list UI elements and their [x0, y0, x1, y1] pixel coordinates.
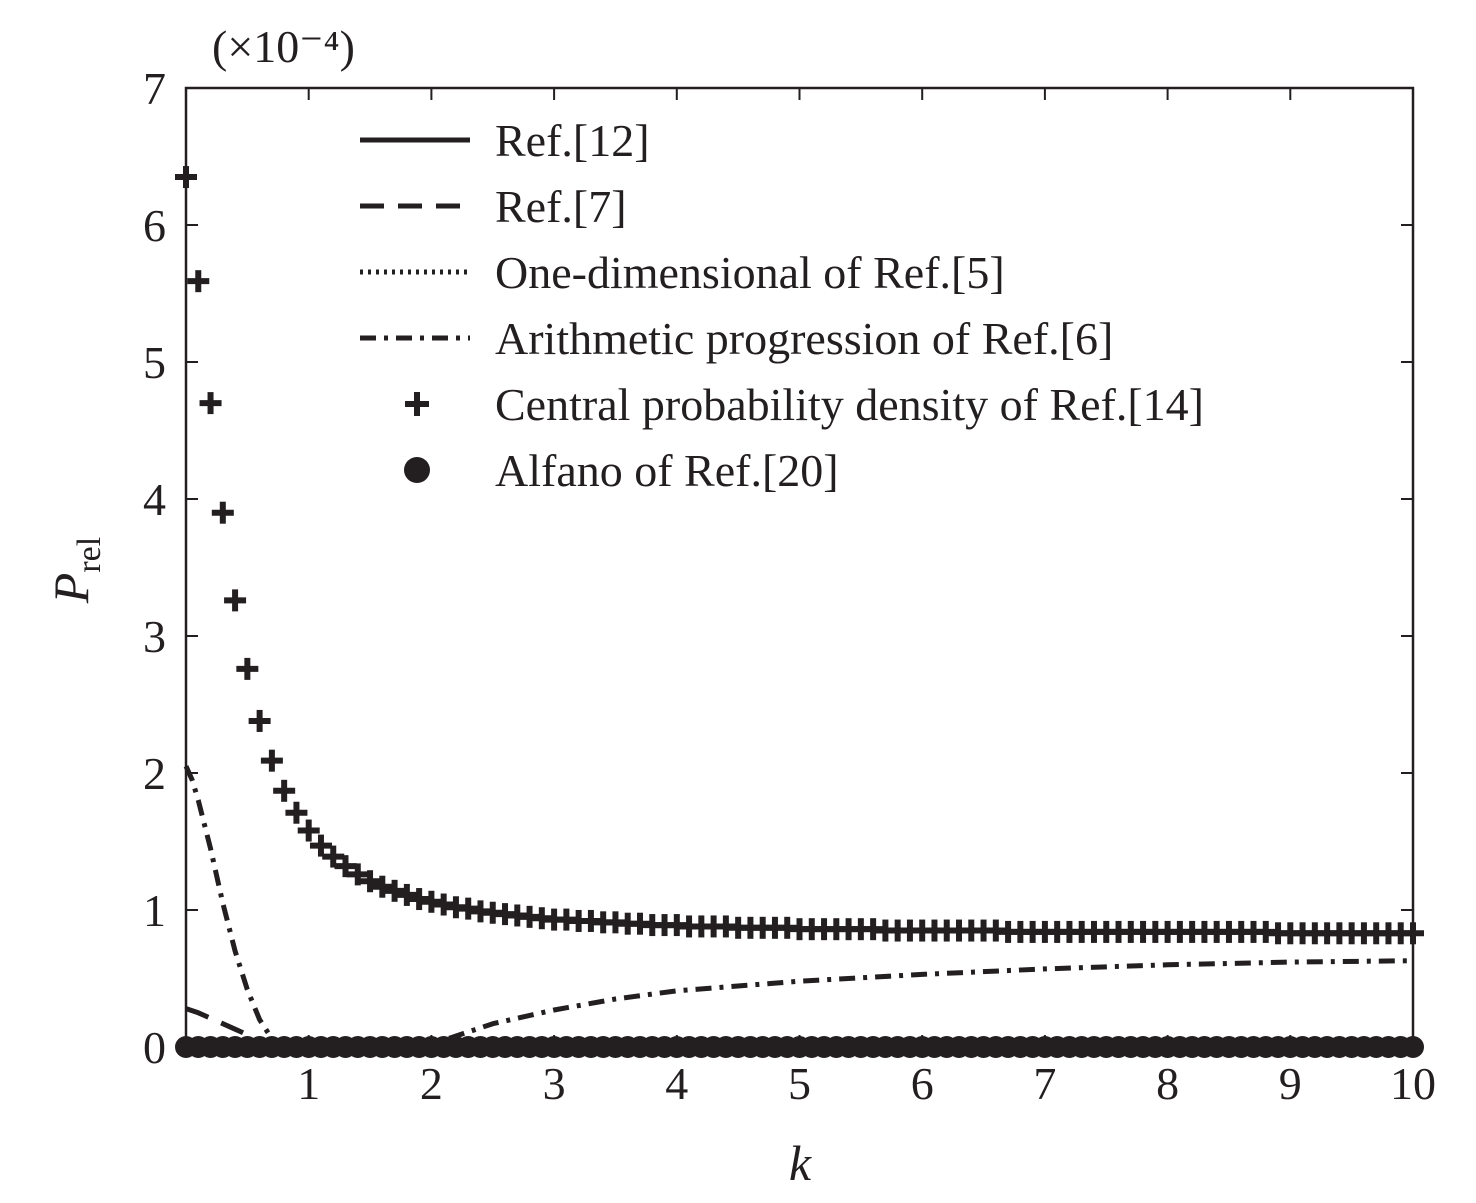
legend-label: Ref.[7]: [495, 181, 627, 232]
data-point-plus: [187, 270, 210, 293]
y-axis-title: Prel: [43, 537, 108, 604]
data-point-plus: [285, 801, 308, 824]
y-tick-label: 0: [143, 1022, 166, 1073]
data-point-plus: [248, 709, 271, 732]
y-tick-label: 3: [143, 611, 166, 662]
data-point-plus: [346, 863, 369, 886]
data-point-plus: [322, 845, 345, 868]
legend: Ref.[12] Ref.[7] One-dimensional of Ref.[5…: [360, 115, 1204, 496]
plot-layer: [175, 166, 1424, 1058]
x-tick-label: 10: [1390, 1058, 1436, 1109]
legend-label: Alfano of Ref.[20]: [495, 445, 839, 496]
x-tick-label: 6: [911, 1058, 934, 1109]
svg-text:Prel: Prel: [43, 537, 108, 604]
legend-item: Alfano of Ref.[20]: [404, 445, 839, 496]
data-point-plus: [297, 819, 320, 842]
legend-label: Arithmetic progression of Ref.[6]: [495, 313, 1113, 364]
data-point-plus: [260, 749, 283, 772]
legend-label: One-dimensional of Ref.[5]: [495, 247, 1005, 298]
legend-item: Central probability density of Ref.[14]: [405, 379, 1204, 430]
series-3: [183, 765, 1414, 1050]
data-point-plus: [224, 589, 247, 612]
x-tick-label: 1: [297, 1058, 320, 1109]
y-tick-label: 7: [143, 63, 166, 114]
legend-label: Central probability density of Ref.[14]: [495, 379, 1204, 430]
data-point-plus: [273, 779, 296, 802]
legend-item: Ref.[7]: [360, 181, 627, 232]
data-point-plus: [309, 834, 332, 857]
series-4: [175, 166, 1424, 945]
plot-frame: [184, 86, 1415, 1049]
data-point-plus: [236, 657, 259, 680]
x-tick-label: 7: [1033, 1058, 1056, 1109]
x-tick-label: 5: [788, 1058, 811, 1109]
data-point-plus: [211, 501, 234, 524]
data-point-plus: [383, 879, 406, 902]
x-tick-label: 8: [1156, 1058, 1179, 1109]
legend-item: Arithmetic progression of Ref.[6]: [360, 313, 1113, 364]
y-axis-title-sub: rel: [71, 537, 108, 573]
axis-ticks: 1 2 3 4 5 6 7 8 9 10 0 1 2 3 4 5 6 7: [143, 63, 1436, 1109]
y-tick-label: 1: [143, 885, 166, 936]
legend-label: Ref.[12]: [495, 115, 650, 166]
x-axis-title: k: [789, 1135, 812, 1191]
y-tick-label: 2: [143, 748, 166, 799]
legend-swatch-circle: [404, 457, 430, 483]
data-point-plus: [371, 875, 394, 898]
x-tick-label: 2: [420, 1058, 443, 1109]
x-tick-label: 4: [665, 1058, 688, 1109]
x-tick-label: 3: [543, 1058, 566, 1109]
legend-item: Ref.[12]: [360, 115, 650, 166]
y-tick-label: 6: [143, 200, 166, 251]
data-point-plus: [334, 855, 357, 878]
legend-swatch-plus: [405, 392, 429, 416]
legend-item: One-dimensional of Ref.[5]: [360, 247, 1005, 298]
series-line: [183, 765, 1414, 1050]
y-axis-title-main: P: [43, 573, 99, 605]
data-point-plus: [199, 392, 222, 415]
y-tick-label: 4: [143, 474, 166, 525]
data-point-plus: [359, 870, 382, 893]
y-tick-label: 5: [143, 337, 166, 388]
data-point-plus: [395, 883, 418, 906]
y-scale-multiplier: (×10⁻⁴): [212, 21, 355, 72]
x-tick-label: 9: [1279, 1058, 1302, 1109]
